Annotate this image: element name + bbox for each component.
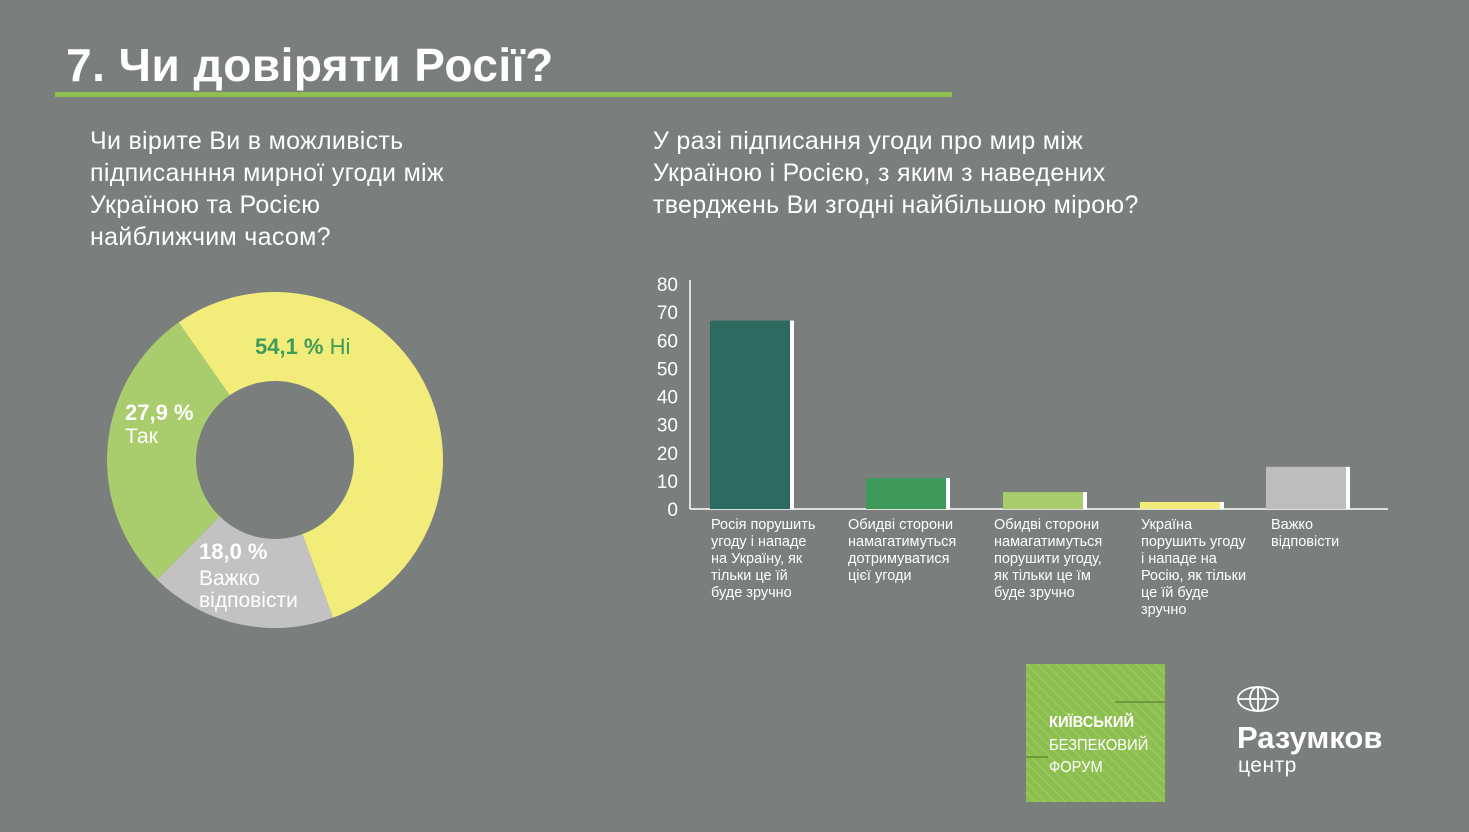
bar-category-label: Росія порушить угоду і нападе на Україну, … [711, 517, 815, 602]
donut-label-no-category: Ні [330, 334, 351, 359]
bar-category-label-line: тільки це їй [711, 568, 788, 584]
donut-slice-0 [178, 292, 443, 618]
bar-category-label-line: намагатимуться [848, 534, 957, 550]
question-left-line: підписанння мирної угоди між [90, 159, 444, 187]
razumkov-subtitle: центр [1238, 754, 1297, 777]
bar-4 [1140, 501, 1220, 509]
bar-category-label-line: Росія порушить [711, 517, 816, 533]
donut-slice-1 [106, 322, 230, 580]
y-tick-label: 10 [657, 472, 678, 493]
bar-category-label-line: дотримуватися [848, 551, 950, 567]
donut-label-hard-value: 18,0 % [199, 539, 268, 564]
bar-category-label-line: Україна [1141, 517, 1193, 533]
logo-accent-line [1026, 756, 1048, 758]
y-tick-label: 70 [657, 303, 678, 324]
bar-category-label: Обидві сторони намагатимуться дотримуватис… [848, 517, 956, 585]
logo-accent-line [1115, 701, 1165, 703]
y-tick-label: 0 [667, 500, 678, 520]
bar-3 [1003, 492, 1083, 509]
bar-category-label-line: порушити угоду, [994, 551, 1102, 567]
bar-category-label-line: цієї угоди [848, 568, 912, 584]
y-tick-label: 80 [657, 275, 678, 296]
bar-category-label-line: зручно [1141, 602, 1187, 618]
donut-label-hard-category: відповісти [199, 589, 298, 612]
question-left-line: найближчим часом? [90, 223, 331, 251]
donut-label-yes-value: 27,9 % [125, 400, 194, 425]
kyiv-security-forum-logo: КИЇВСЬКИЙ БЕЗПЕКОВИЙ ФОРУМ [1026, 664, 1165, 802]
bar-category-label-line: як тільки це їм [994, 568, 1091, 584]
bar-category-label-line: буде зручно [711, 585, 792, 601]
question-left: Чи вірите Ви в можливість підписанння ми… [90, 125, 560, 253]
logo-hatch-pattern [1026, 664, 1165, 802]
kbf-line-3: ФОРУМ [1049, 759, 1103, 776]
question-right-line: У разі підписання угоди про мир між [653, 127, 1084, 155]
bar-2 [866, 478, 946, 509]
bar-edge [1220, 501, 1224, 509]
donut-label-no-text: 54,1 % Ні [255, 334, 350, 359]
bar-category-label-line: це їй буде [1141, 585, 1209, 601]
bar-category-label-line: Важко [1271, 517, 1314, 533]
y-tick-label: 20 [657, 444, 678, 465]
donut-label-yes-category: Так [125, 425, 159, 448]
bar-edge [1083, 492, 1087, 509]
bar-1 [710, 320, 790, 509]
donut-label-no-value: 54,1 % [255, 334, 330, 359]
kbf-line-2: БЕЗПЕКОВИЙ [1049, 737, 1149, 754]
bar-category-label-line: порушить угоду [1141, 534, 1246, 550]
y-tick-label: 50 [657, 359, 678, 380]
bar-5 [1266, 466, 1346, 509]
bar-category-label: Обидві сторони намагатимуться порушити уго… [994, 517, 1102, 602]
bar-category-label-line: і нападе на [1141, 551, 1217, 567]
donut-label-no: 54,1 % Ні [255, 334, 350, 359]
kbf-line-1: КИЇВСЬКИЙ [1049, 714, 1135, 731]
bar-category-label-line: на Україну, як [711, 551, 803, 567]
bar-edge [946, 478, 950, 509]
page-title: 7. Чи довіряти Росії? [66, 39, 554, 91]
question-left-line: Україною та Росією [90, 191, 321, 219]
globe-icon [1237, 686, 1279, 712]
bar-edge [790, 320, 794, 509]
question-right: У разі підписання угоди про мир між Укра… [653, 125, 1293, 221]
bar-category-label: Важко відповісти [1271, 517, 1339, 551]
bar-category-label-line: буде зручно [994, 585, 1075, 601]
y-tick-label: 40 [657, 388, 678, 409]
title-underline [55, 92, 952, 97]
bar-category-label-line: Обидві сторони [994, 517, 1100, 533]
donut-label-hard-category: Важко [199, 567, 260, 590]
question-right-line: тверджень Ви згодні найбільшою мірою? [653, 191, 1139, 219]
y-tick-label: 30 [657, 416, 678, 437]
donut-slice-2 [157, 516, 334, 628]
bar-category-label-line: намагатимуться [994, 534, 1103, 550]
bar-category-label-line: угоду і нападе [711, 534, 807, 550]
bar-category-label: Україна порушить угоду і нападе на Росію, я… [1141, 517, 1246, 619]
bar-edge [1346, 466, 1350, 509]
question-left-line: Чи вірите Ви в можливість [90, 127, 404, 155]
razumkov-name: Разумков [1237, 720, 1383, 755]
y-tick-label: 60 [657, 331, 678, 352]
bar-category-label-line: Росію, як тільки [1141, 568, 1247, 584]
donut-label-yes: 27,9 %Так [125, 400, 194, 448]
bar-category-label-line: відповісти [1271, 534, 1340, 550]
question-right-line: Україною і Росією, з яким з наведених [653, 159, 1106, 187]
bar-category-label-line: Обидві сторони [848, 517, 954, 533]
bar-chart: 0 10 20 30 40 50 60 70 80 [657, 275, 1388, 520]
